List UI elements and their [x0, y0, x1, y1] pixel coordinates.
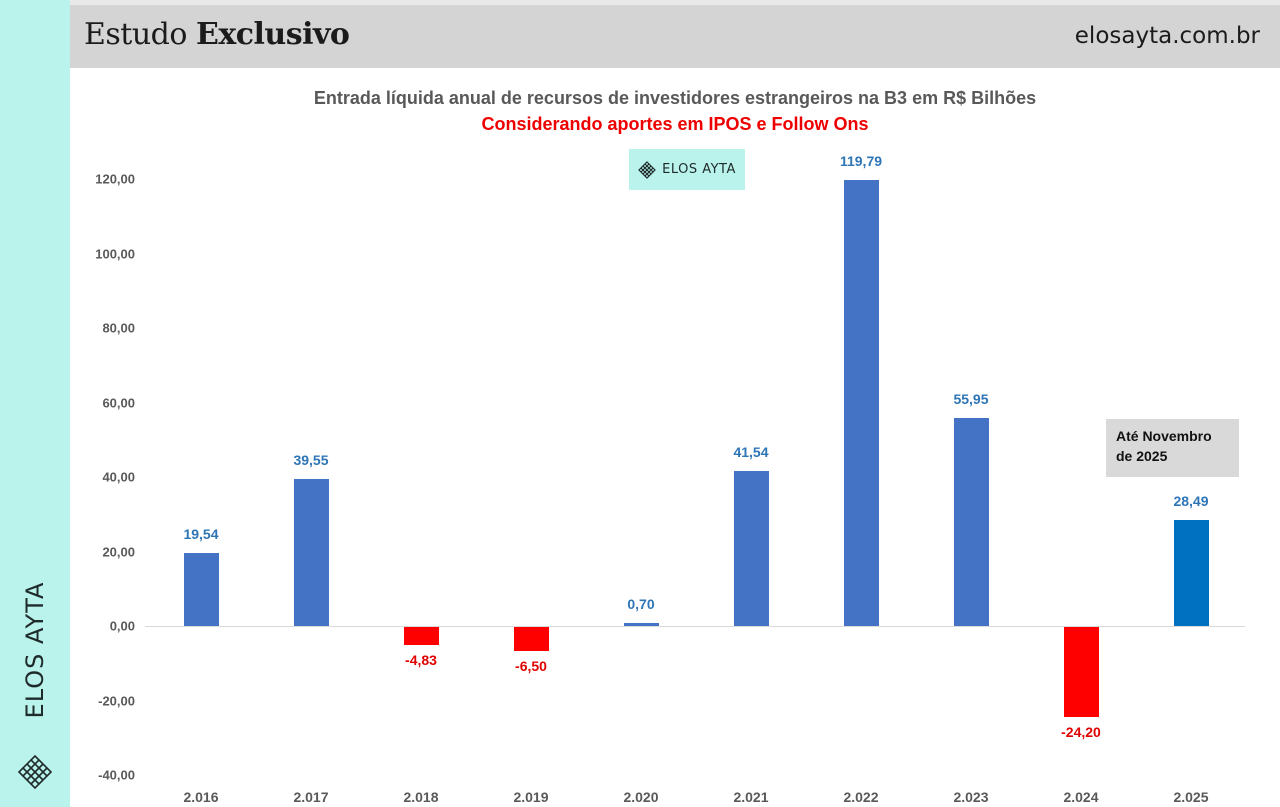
- header-title-bold: Exclusivo: [195, 17, 350, 52]
- data-label: 55,95: [953, 390, 989, 407]
- data-label: 119,79: [839, 152, 883, 169]
- bar-2.022: [843, 179, 879, 626]
- data-label: -6,50: [515, 658, 547, 675]
- bar-2.024: [1063, 627, 1099, 718]
- bar-2.020: [623, 623, 659, 626]
- bar-2.018: [403, 627, 439, 645]
- zero-axis-line: [145, 626, 1245, 627]
- annotation-line-1: Até Novembro: [1116, 428, 1212, 444]
- header-url: elosayta.com.br: [1074, 23, 1260, 49]
- y-tick-label: -40,00: [98, 767, 135, 783]
- bar-2.017: [293, 478, 329, 626]
- y-tick-label: -20,00: [98, 693, 135, 708]
- y-tick-label: 120,00: [95, 171, 135, 187]
- y-tick-label: 20,00: [102, 544, 135, 559]
- bar-2.016: [183, 553, 219, 626]
- bar-2.023: [953, 417, 989, 626]
- y-tick-label: 80,00: [102, 320, 135, 336]
- data-label: -4,83: [405, 651, 437, 668]
- data-label: 28,49: [1173, 492, 1209, 509]
- x-tick-label: 2.017: [293, 789, 329, 805]
- x-tick-label: 2.018: [403, 789, 439, 805]
- y-tick-label: 0,00: [109, 618, 135, 634]
- watermark-logo: ELOS AYTA: [629, 149, 745, 190]
- data-label: -24,20: [1061, 724, 1101, 741]
- x-tick-label: 2.021: [733, 789, 769, 805]
- bar-2.019: [513, 627, 549, 652]
- x-tick-label: 2.022: [843, 789, 879, 805]
- x-tick-label: 2.024: [1063, 789, 1099, 805]
- lattice-diamond-logo-icon: [638, 160, 656, 179]
- bar-2.021: [733, 471, 769, 626]
- watermark-brand-text: ELOS AYTA: [662, 162, 736, 177]
- data-label: 19,54: [183, 526, 219, 543]
- x-tick-label: 2.023: [953, 789, 989, 805]
- header-title: Estudo Exclusivo: [84, 17, 350, 52]
- y-tick-label: 40,00: [102, 469, 135, 485]
- sidebar-brand-text: ELOS AYTA: [21, 581, 49, 719]
- x-tick-label: 2.020: [623, 789, 659, 805]
- annotation-partial-year: Até Novembro de 2025: [1106, 419, 1239, 477]
- data-label: 41,54: [733, 444, 769, 461]
- top-strip: [0, 0, 1280, 5]
- x-tick-label: 2.019: [513, 789, 549, 805]
- y-tick-label: 100,00: [95, 246, 135, 261]
- annotation-line-2: de 2025: [1116, 448, 1168, 464]
- sidebar: ELOS AYTA: [0, 0, 70, 807]
- lattice-diamond-logo-icon: [17, 754, 53, 790]
- x-tick-label: 2.016: [183, 789, 219, 805]
- x-tick-label: 2.025: [1173, 789, 1209, 805]
- y-tick-label: 60,00: [102, 395, 135, 410]
- header-bar: Estudo Exclusivo elosayta.com.br: [70, 5, 1280, 68]
- header-title-regular: Estudo: [84, 17, 187, 52]
- chart-title: Entrada líquida anual de recursos de inv…: [313, 88, 1037, 108]
- chart-subtitle: Considerando aportes em IPOS e Follow On…: [481, 114, 869, 134]
- bar-2.025: [1173, 519, 1209, 626]
- data-label: 0,70: [627, 596, 655, 613]
- data-label: 39,55: [293, 451, 329, 468]
